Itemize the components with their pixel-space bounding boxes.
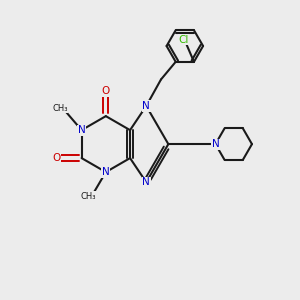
Text: N: N bbox=[212, 139, 219, 149]
Text: Cl: Cl bbox=[178, 35, 189, 45]
Text: CH₃: CH₃ bbox=[52, 104, 68, 113]
Text: N: N bbox=[102, 167, 110, 177]
Text: N: N bbox=[142, 177, 150, 187]
Text: N: N bbox=[142, 101, 150, 111]
Text: N: N bbox=[78, 125, 86, 135]
Text: O: O bbox=[102, 86, 110, 96]
Text: CH₃: CH₃ bbox=[80, 192, 96, 201]
Text: O: O bbox=[52, 153, 61, 163]
